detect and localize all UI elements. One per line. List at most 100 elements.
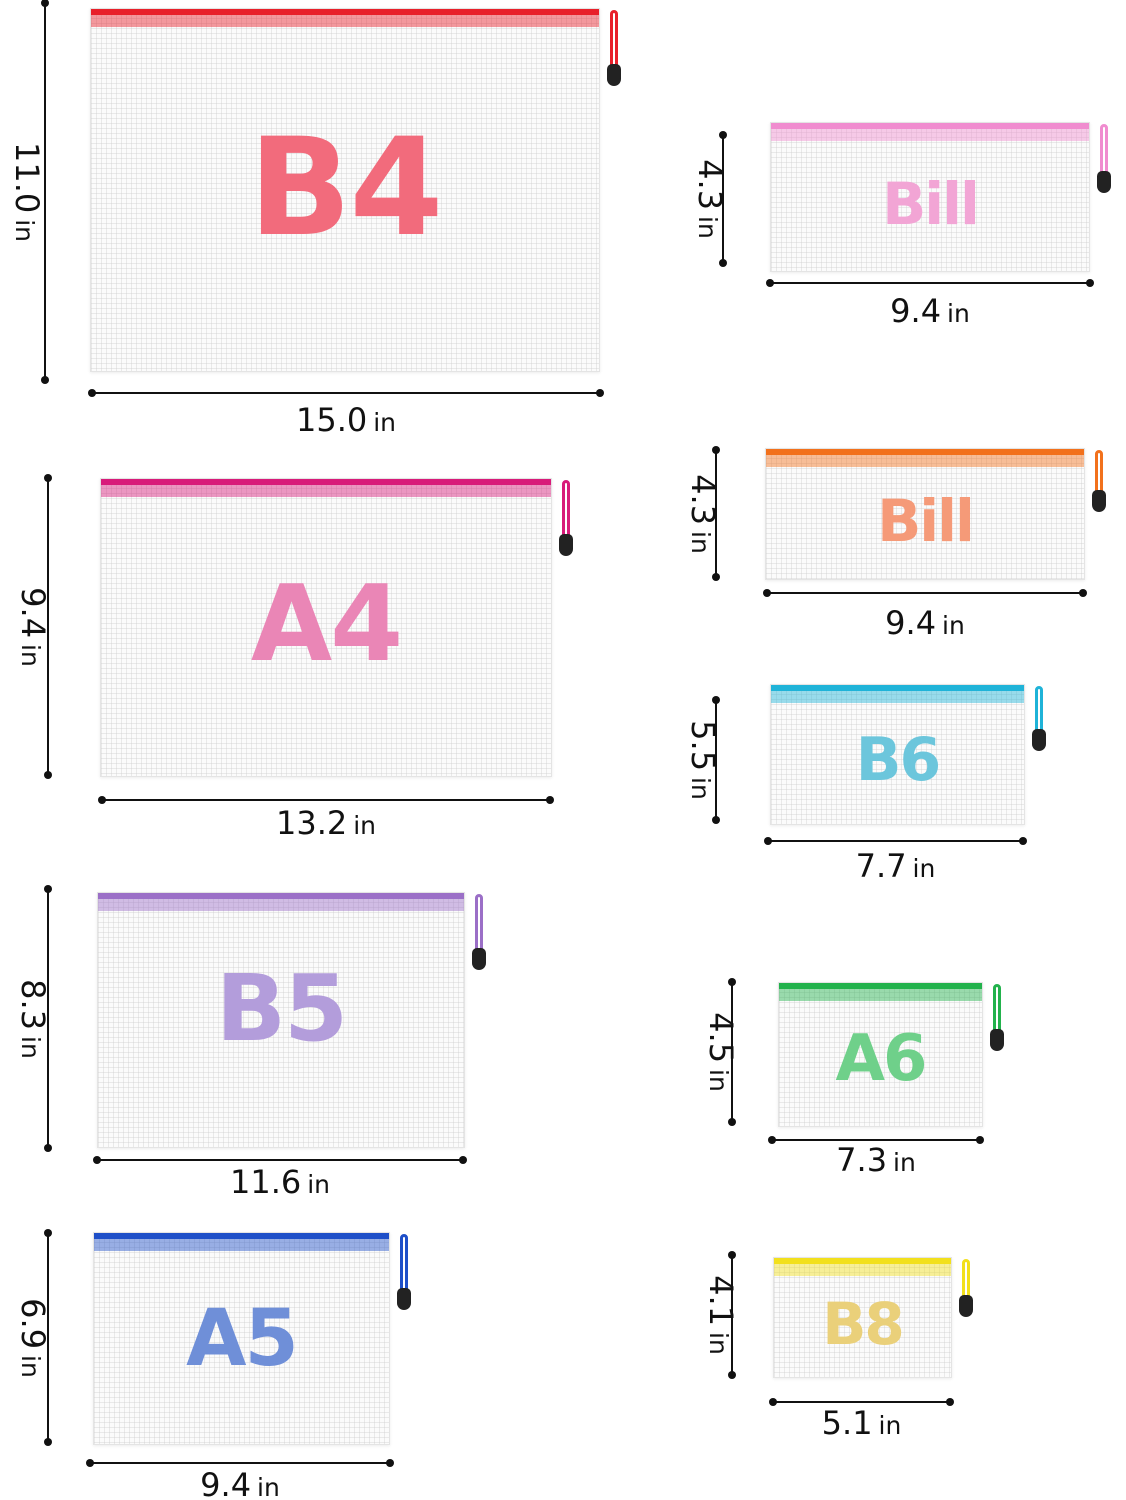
zipper-pull-cord-icon xyxy=(993,984,1001,1035)
mesh-pouch: B6 xyxy=(770,684,1025,825)
height-unit: in xyxy=(686,777,715,800)
height-label: 4.3 in xyxy=(684,439,722,589)
height-label: 6.9 in xyxy=(14,1263,52,1413)
width-value: 11.6 xyxy=(229,1163,302,1201)
pouch-size-label: A4 xyxy=(250,562,403,685)
dimension-endpoint xyxy=(769,1398,777,1406)
zipper-pull-tab-icon xyxy=(397,1288,411,1310)
zipper-pull-tab-icon xyxy=(472,948,486,970)
dimension-endpoint xyxy=(768,1136,776,1144)
dimension-endpoint xyxy=(712,446,720,454)
zipper-pull-cord-icon xyxy=(475,894,483,954)
dimension-endpoint xyxy=(93,1156,101,1164)
zipper-icon xyxy=(766,449,1084,455)
width-unit: in xyxy=(878,1411,902,1440)
width-label: 7.7 in xyxy=(796,850,996,882)
pouch-size-label: Bill xyxy=(877,487,975,556)
width-label: 7.3 in xyxy=(776,1144,976,1176)
dimension-endpoint xyxy=(41,0,49,7)
height-dimension-line xyxy=(715,700,717,820)
width-label: 9.4 in xyxy=(830,295,1030,327)
dimension-endpoint xyxy=(719,259,727,267)
mesh-pouch: B5 xyxy=(97,892,465,1148)
mesh-pouch: Bill xyxy=(765,448,1085,580)
height-dimension-line xyxy=(47,478,49,775)
height-label: 4.3 in xyxy=(691,124,729,274)
dimension-endpoint xyxy=(44,474,52,482)
dimension-endpoint xyxy=(44,1438,52,1446)
width-unit: in xyxy=(893,1148,916,1177)
dimension-endpoint xyxy=(728,1251,736,1259)
dimension-endpoint xyxy=(596,389,604,397)
zipper-band xyxy=(771,691,1024,703)
dimension-endpoint xyxy=(728,1371,736,1379)
width-unit: in xyxy=(307,1170,331,1199)
height-unit: in xyxy=(704,1332,733,1355)
zipper-band xyxy=(779,989,982,1001)
height-value: 4.3 xyxy=(684,473,722,525)
zipper-pull-tab-icon xyxy=(1032,729,1046,752)
dimension-endpoint xyxy=(44,1144,52,1152)
height-dimension-line xyxy=(731,1255,733,1375)
height-label: 8.3 in xyxy=(14,944,52,1094)
zipper-icon xyxy=(94,1233,389,1239)
dimension-endpoint xyxy=(44,1229,52,1237)
dimension-endpoint xyxy=(719,131,727,139)
height-value: 9.4 xyxy=(14,586,52,638)
height-unit: in xyxy=(686,530,715,554)
dimension-endpoint xyxy=(41,376,49,384)
dimension-endpoint xyxy=(1019,837,1027,845)
dimension-endpoint xyxy=(728,978,736,986)
dimension-endpoint xyxy=(1086,279,1094,287)
height-label: 9.4 in xyxy=(14,552,52,702)
width-dimension-line xyxy=(102,799,550,801)
height-unit: in xyxy=(16,1354,45,1378)
zipper-pull-cord-icon xyxy=(400,1234,408,1294)
height-unit: in xyxy=(16,1035,45,1059)
pouch-size-label: A6 xyxy=(835,1022,927,1097)
zipper-icon xyxy=(101,479,551,485)
dimension-endpoint xyxy=(44,885,52,893)
width-unit: in xyxy=(947,299,970,328)
zipper-icon xyxy=(774,1258,951,1264)
dimension-endpoint xyxy=(1079,589,1087,597)
height-label: 4.5 in xyxy=(702,977,740,1127)
width-label: 9.4 in xyxy=(140,1469,340,1500)
height-value: 8.3 xyxy=(14,978,52,1030)
width-dimension-line xyxy=(92,392,600,394)
mesh-pouch: B4 xyxy=(90,8,600,372)
pouch-size-label: B4 xyxy=(248,109,444,267)
zipper-icon xyxy=(91,9,599,15)
dimension-endpoint xyxy=(98,796,106,804)
width-label: 5.1 in xyxy=(762,1407,962,1439)
dimension-endpoint xyxy=(546,796,554,804)
mesh-pouch: A6 xyxy=(778,982,983,1127)
height-unit: in xyxy=(693,216,722,239)
zipper-pull-tab-icon xyxy=(990,1028,1004,1051)
width-value: 7.7 xyxy=(855,847,907,885)
width-label: 9.4 in xyxy=(825,607,1025,639)
dimension-endpoint xyxy=(459,1156,467,1164)
mesh-pouch: A5 xyxy=(93,1232,390,1445)
dimension-endpoint xyxy=(712,816,720,824)
zipper-band xyxy=(98,899,464,911)
dimension-endpoint xyxy=(766,279,774,287)
dimension-endpoint xyxy=(976,1136,984,1144)
height-value: 5.5 xyxy=(684,720,722,772)
width-unit: in xyxy=(373,408,397,437)
width-value: 5.1 xyxy=(821,1404,873,1442)
zipper-pull-cord-icon xyxy=(610,10,618,70)
dimension-endpoint xyxy=(44,771,52,779)
zipper-pull-tab-icon xyxy=(1092,490,1106,513)
height-value: 4.1 xyxy=(702,1275,740,1327)
width-value: 9.4 xyxy=(890,292,942,330)
zipper-icon xyxy=(771,685,1024,691)
zipper-band xyxy=(91,15,599,27)
zipper-band xyxy=(94,1239,389,1251)
width-unit: in xyxy=(912,854,936,883)
width-dimension-line xyxy=(773,1401,950,1403)
height-value: 11.0 xyxy=(8,141,46,213)
dimension-endpoint xyxy=(763,589,771,597)
zipper-pull-tab-icon xyxy=(607,64,621,86)
